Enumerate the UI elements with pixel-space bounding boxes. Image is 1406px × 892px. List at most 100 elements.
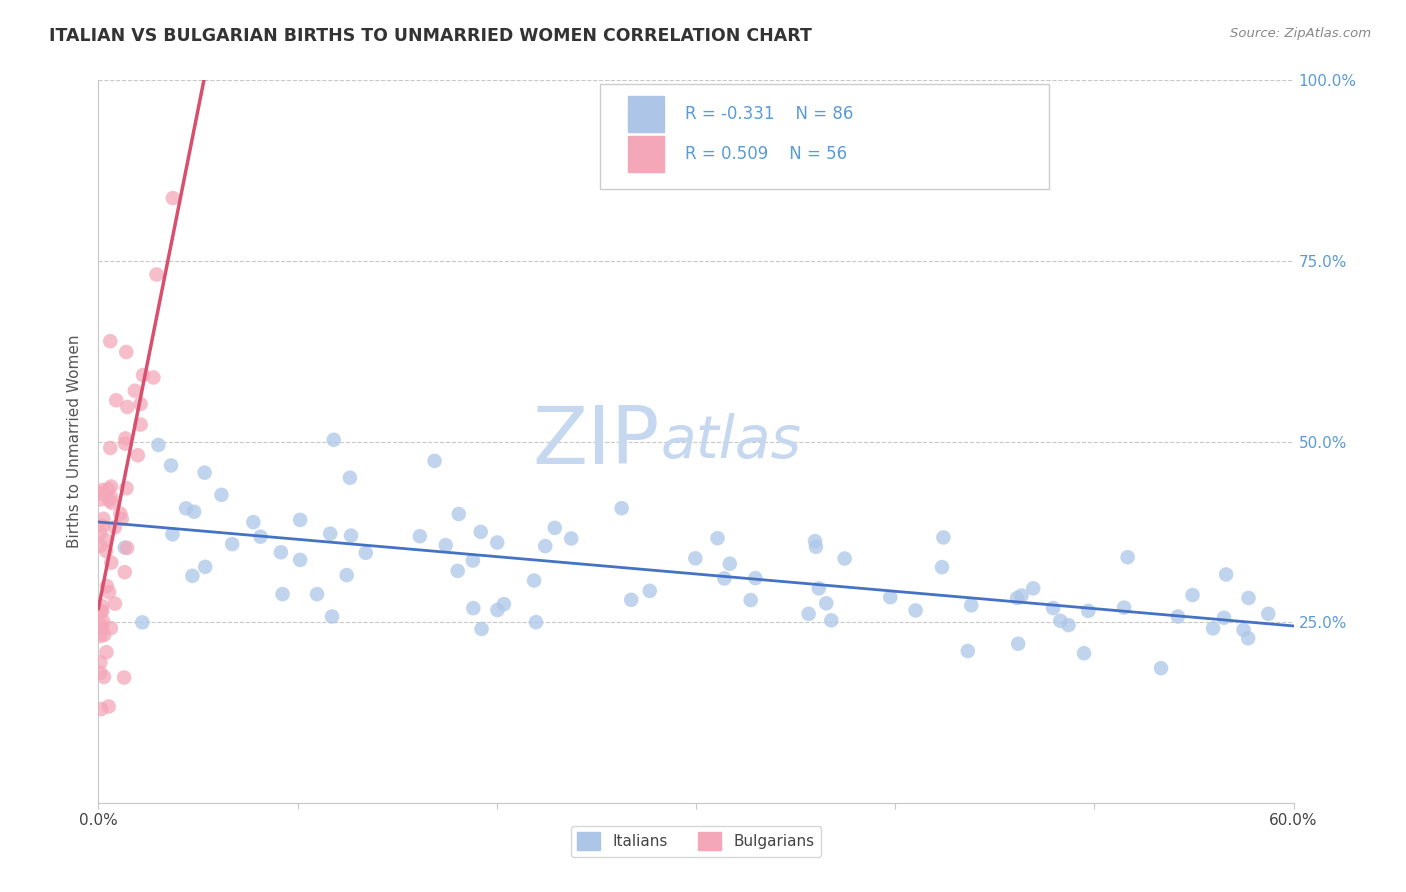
Point — [1257, 607, 1279, 621]
Point — [89, 605, 111, 619]
Point — [98, 334, 121, 349]
Point — [94, 544, 117, 558]
Point — [447, 507, 470, 521]
Point — [486, 603, 509, 617]
Point — [131, 615, 153, 630]
Point — [93, 670, 115, 684]
Point — [211, 488, 233, 502]
Point — [104, 597, 127, 611]
Point — [97, 482, 120, 496]
Point — [117, 400, 139, 414]
Point — [194, 559, 217, 574]
Point — [1005, 591, 1028, 605]
Legend: Italians, Bulgarians: Italians, Bulgarians — [571, 826, 821, 856]
Point — [1007, 637, 1029, 651]
Point — [174, 501, 197, 516]
Point — [98, 493, 121, 508]
Point — [409, 529, 432, 543]
Point — [904, 603, 927, 617]
Point — [1022, 582, 1045, 596]
Point — [145, 268, 167, 282]
Point — [960, 599, 983, 613]
Point — [486, 535, 509, 549]
Point — [129, 397, 152, 411]
Point — [470, 524, 492, 539]
Point — [105, 393, 128, 408]
Point — [1057, 618, 1080, 632]
Text: atlas: atlas — [661, 413, 801, 470]
Point — [470, 622, 492, 636]
Point — [463, 601, 485, 615]
Point — [90, 617, 112, 632]
Point — [1116, 550, 1139, 565]
Point — [1213, 611, 1236, 625]
Point — [194, 466, 217, 480]
Point — [740, 593, 762, 607]
Point — [797, 607, 820, 621]
Point — [181, 569, 204, 583]
Point — [115, 481, 138, 495]
Point — [89, 665, 111, 680]
Point — [132, 368, 155, 382]
Point — [524, 615, 547, 629]
Point — [115, 541, 138, 555]
Point — [706, 531, 728, 545]
Point — [834, 551, 856, 566]
Point — [100, 496, 122, 510]
Point — [221, 537, 243, 551]
Point — [114, 541, 136, 555]
Point — [89, 621, 111, 635]
Point — [89, 492, 111, 507]
Point — [820, 613, 842, 627]
Point — [90, 702, 112, 716]
Point — [321, 609, 343, 624]
Bar — [628, 136, 664, 172]
Point — [434, 538, 457, 552]
Point — [100, 621, 122, 635]
Point — [91, 604, 114, 618]
Point — [124, 384, 146, 398]
Point — [322, 433, 344, 447]
Point — [1215, 567, 1237, 582]
Point — [1181, 588, 1204, 602]
Point — [242, 515, 264, 529]
Point — [610, 501, 633, 516]
Point — [111, 512, 134, 526]
Point — [183, 505, 205, 519]
Point — [98, 585, 121, 599]
Point — [879, 590, 901, 604]
Text: ITALIAN VS BULGARIAN BIRTHS TO UNMARRIED WOMEN CORRELATION CHART: ITALIAN VS BULGARIAN BIRTHS TO UNMARRIED… — [49, 27, 813, 45]
Point — [544, 521, 567, 535]
Point — [1237, 631, 1260, 645]
Point — [114, 432, 136, 446]
Point — [91, 483, 114, 497]
Point — [1049, 614, 1071, 628]
Point — [91, 512, 114, 526]
Point — [1042, 601, 1064, 615]
Point — [1011, 589, 1033, 603]
Point — [523, 574, 546, 588]
Point — [89, 539, 111, 553]
Point — [815, 596, 838, 610]
Point — [305, 587, 328, 601]
Point — [1077, 604, 1099, 618]
Point — [713, 571, 735, 585]
Point — [96, 579, 118, 593]
Y-axis label: Births to Unmarried Women: Births to Unmarried Women — [67, 334, 83, 549]
Point — [1232, 623, 1254, 637]
Text: Source: ZipAtlas.com: Source: ZipAtlas.com — [1230, 27, 1371, 40]
Point — [115, 345, 138, 359]
Point — [160, 458, 183, 473]
Point — [89, 486, 111, 500]
Point — [339, 471, 361, 485]
Point — [249, 530, 271, 544]
Point — [1202, 621, 1225, 635]
Text: R = 0.509    N = 56: R = 0.509 N = 56 — [685, 145, 848, 163]
Text: R = -0.331    N = 86: R = -0.331 N = 86 — [685, 105, 853, 123]
Point — [93, 628, 115, 642]
Point — [142, 370, 165, 384]
Point — [270, 545, 292, 559]
Point — [162, 527, 184, 541]
Point — [162, 191, 184, 205]
Point — [110, 507, 132, 521]
